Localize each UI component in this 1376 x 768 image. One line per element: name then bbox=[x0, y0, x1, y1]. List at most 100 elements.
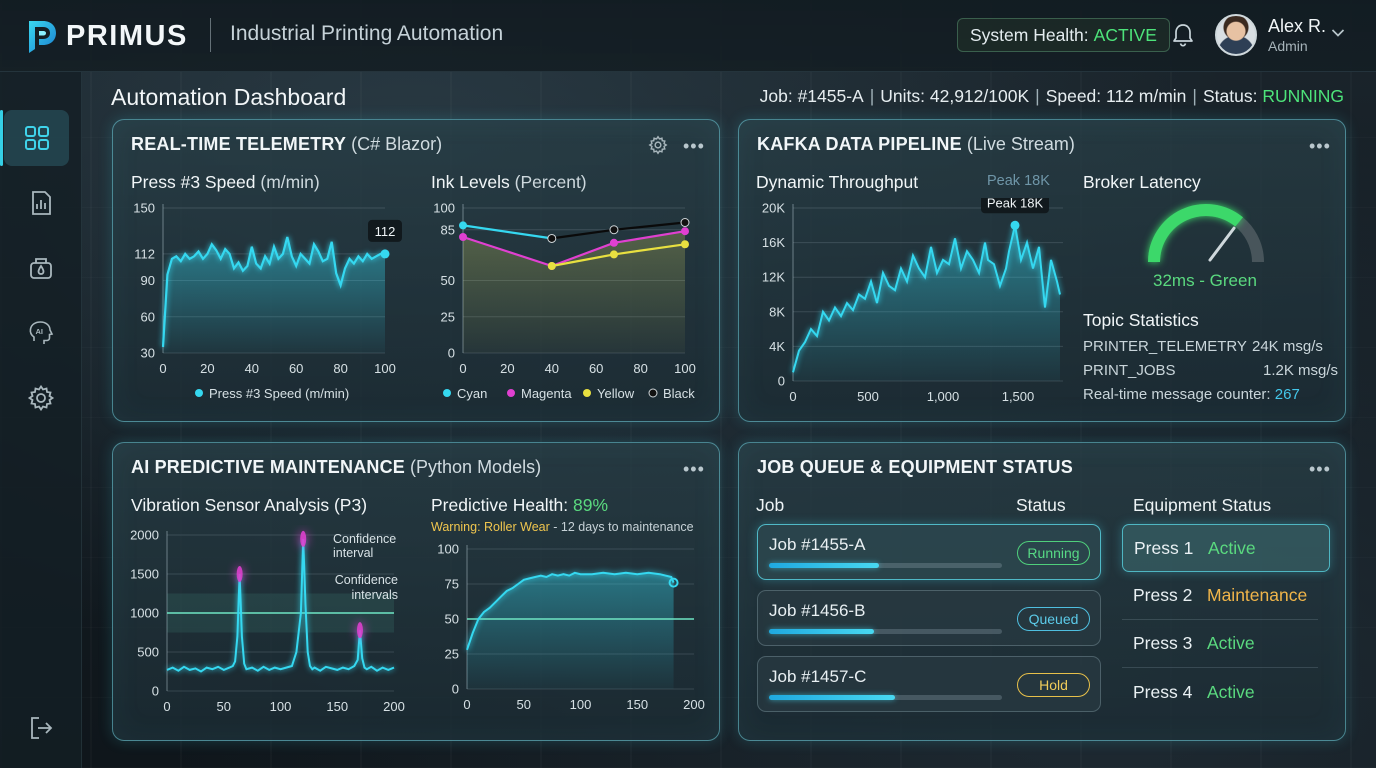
primus-logo-icon bbox=[29, 21, 56, 53]
job-row[interactable]: Job #1456-B Queued bbox=[757, 590, 1101, 646]
bell-icon[interactable] bbox=[1171, 22, 1195, 48]
x-tick-label: 20 bbox=[200, 361, 214, 376]
x-tick-label: 0 bbox=[789, 389, 796, 404]
chevron-down-icon[interactable] bbox=[1331, 28, 1345, 38]
health-value: ACTIVE bbox=[1093, 24, 1157, 45]
ink-point bbox=[681, 227, 689, 236]
topic-rate: 1.2K msg/s bbox=[1263, 362, 1339, 379]
x-tick-label: 40 bbox=[245, 361, 259, 376]
sidebar-item-ai[interactable]: AI bbox=[0, 305, 82, 361]
y-tick-label: 16K bbox=[762, 235, 785, 250]
more-options-icon[interactable]: ••• bbox=[683, 136, 705, 156]
sidebar-item-reports[interactable] bbox=[0, 175, 82, 231]
sidebar-item-dashboard[interactable] bbox=[0, 110, 69, 166]
equipment-status: Active bbox=[1207, 681, 1255, 702]
x-tick-label: 50 bbox=[517, 697, 531, 712]
legend-label: Cyan bbox=[457, 386, 487, 401]
x-tick-label: 500 bbox=[857, 389, 879, 404]
ink-cartridge-icon bbox=[30, 258, 52, 279]
speed-chart-title: Press #3 Speed (m/min) bbox=[131, 172, 320, 193]
x-tick-label: 60 bbox=[289, 361, 303, 376]
y-tick-label: 150 bbox=[133, 201, 155, 216]
job-row[interactable]: Job #1455-A Running bbox=[757, 524, 1101, 580]
y-tick-label: 20K bbox=[762, 201, 785, 216]
annotation-label: intervals bbox=[351, 588, 398, 602]
more-options-icon[interactable]: ••• bbox=[683, 459, 705, 479]
system-health-badge[interactable]: System Health: ACTIVE bbox=[957, 18, 1170, 52]
speed-chart-unit: (m/min) bbox=[260, 172, 320, 192]
more-options-icon[interactable]: ••• bbox=[1309, 136, 1331, 156]
y-tick-label: 100 bbox=[433, 201, 455, 216]
broker-latency-gauge bbox=[1148, 204, 1264, 263]
press-speed-chart: 30 60 90 112 150 0 20 40 60 80 100 112 Press #3 Spee… bbox=[133, 201, 402, 401]
kafka-panel: KAFKA DATA PIPELINE (Live Stream) ••• Dy… bbox=[738, 119, 1346, 422]
y-tick-label: 0 bbox=[452, 682, 459, 697]
x-tick-label: 100 bbox=[270, 699, 292, 714]
job-status-badge[interactable]: Queued bbox=[1017, 607, 1090, 631]
annotation-label: Confidence bbox=[335, 573, 398, 587]
x-tick-label: 0 bbox=[463, 697, 470, 712]
brand-logo[interactable]: PRIMUS bbox=[26, 17, 188, 55]
gear-icon bbox=[27, 384, 55, 412]
message-counter-label: Real-time message counter: bbox=[1083, 386, 1271, 403]
legend-swatch bbox=[195, 389, 203, 397]
equipment-row[interactable]: Press 3 Active bbox=[1122, 620, 1318, 668]
equipment-row[interactable]: Press 2 Maintenance bbox=[1122, 572, 1318, 620]
legend-label: Yellow bbox=[597, 386, 635, 401]
x-tick-label: 200 bbox=[683, 697, 705, 712]
y-tick-label: 50 bbox=[441, 273, 455, 288]
avatar[interactable] bbox=[1215, 14, 1257, 56]
y-tick-label: 1000 bbox=[130, 606, 159, 621]
user-name[interactable]: Alex R. bbox=[1268, 16, 1327, 36]
status-label: Status: bbox=[1202, 86, 1258, 106]
x-tick-label: 100 bbox=[374, 361, 396, 376]
sidebar-item-ink[interactable] bbox=[0, 240, 82, 296]
vibration-chart-title: Vibration Sensor Analysis (P3) bbox=[131, 495, 368, 515]
y-tick-label: 4K bbox=[769, 339, 785, 354]
topic-name: PRINT_JOBS bbox=[1083, 362, 1176, 379]
gauge-fill bbox=[1148, 204, 1243, 263]
job-row[interactable]: Job #1457-C Hold bbox=[757, 656, 1101, 712]
x-tick-label: 80 bbox=[333, 361, 347, 376]
legend-swatch bbox=[443, 389, 451, 397]
y-tick-label: 90 bbox=[141, 273, 155, 288]
x-tick-label: 60 bbox=[589, 361, 603, 376]
x-tick-label: 1,500 bbox=[1002, 389, 1035, 404]
more-options-icon[interactable]: ••• bbox=[1309, 459, 1331, 479]
job-status-badge[interactable]: Hold bbox=[1017, 673, 1090, 697]
equipment-name: Press 2 bbox=[1133, 585, 1193, 605]
report-chart-icon bbox=[32, 191, 51, 215]
y-tick-label: 2000 bbox=[130, 528, 159, 543]
panel-title: KAFKA DATA PIPELINE (Live Stream) bbox=[757, 134, 1075, 155]
user-role: Admin bbox=[1268, 38, 1308, 54]
job-status-badge[interactable]: Running bbox=[1017, 541, 1090, 565]
sidebar-item-logout[interactable] bbox=[0, 700, 82, 756]
speed-callout-label: 112 bbox=[375, 224, 396, 239]
current-job: Job: #1455-A bbox=[759, 86, 864, 106]
units-count: Units: 42,912/100K bbox=[880, 86, 1030, 106]
equipment-row[interactable]: Press 4 Active bbox=[1122, 668, 1318, 716]
topic-name: PRINTER_TELEMETRY bbox=[1083, 338, 1247, 355]
ink-line-magenta bbox=[462, 230, 686, 268]
equipment-name: Press 4 bbox=[1133, 681, 1193, 702]
job-progress-bar bbox=[769, 695, 1002, 700]
throughput-line bbox=[792, 225, 1061, 373]
vibration-line bbox=[166, 538, 395, 673]
throughput-peak-label: Peak 18K bbox=[987, 173, 1050, 189]
warning-label: Warning: Roller Wear bbox=[431, 520, 550, 534]
health-label: System Health: bbox=[970, 24, 1089, 45]
predictive-health-value: 89% bbox=[573, 495, 609, 515]
svg-text:AI: AI bbox=[36, 327, 44, 336]
sidebar-item-settings[interactable] bbox=[0, 370, 82, 426]
x-tick-label: 150 bbox=[326, 699, 348, 714]
gauge-needle bbox=[1208, 226, 1236, 262]
topic-rate: 24K msg/s bbox=[1252, 338, 1323, 355]
ink-point bbox=[609, 250, 618, 259]
status-column-header: Status bbox=[1016, 495, 1066, 515]
throughput-title: Dynamic Throughput bbox=[756, 172, 919, 192]
throughput-chart: 0 4K 8K 12K 16K 20K 0 500 1,000 1,500 Peak 18K bbox=[762, 198, 1063, 404]
equipment-row[interactable]: Press 1 Active bbox=[1122, 524, 1330, 572]
panel-settings-gear-icon[interactable] bbox=[648, 135, 668, 155]
peak-callout-label: Peak 18K bbox=[987, 198, 1044, 210]
